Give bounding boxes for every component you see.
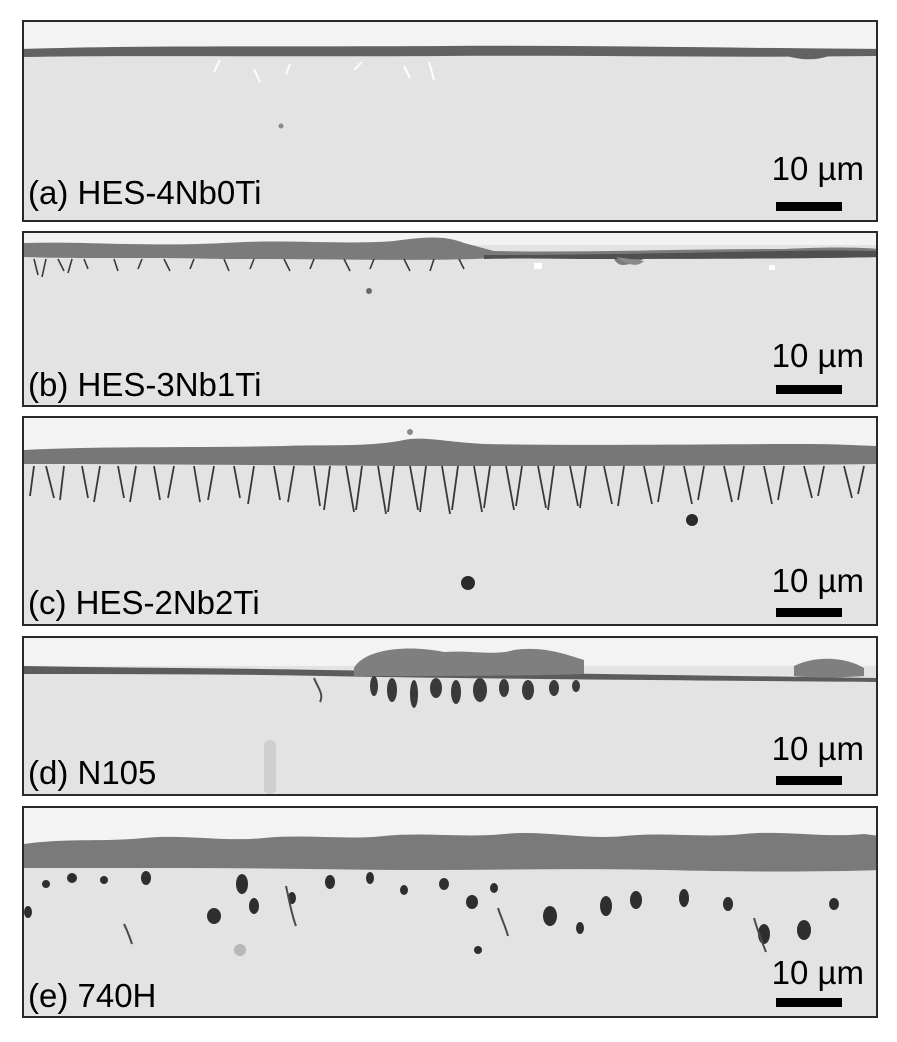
micrograph-panel-e: (e) 740H 10 µm — [22, 806, 878, 1018]
scale-bar-label-b: 10 µm — [771, 337, 864, 374]
scale-bar-label-c: 10 µm — [771, 562, 864, 599]
micrograph-image-b — [24, 233, 876, 294]
micrograph-panel-a: (a) HES-4Nb0Ti 10 µm — [22, 20, 878, 222]
micrograph-image-e — [24, 808, 876, 956]
panel-label-b: (b) HES-3Nb1Ti — [28, 366, 262, 403]
scale-bar-b — [776, 385, 842, 394]
panel-label-e: (e) 740H — [28, 977, 157, 1014]
scale-bar-a — [776, 202, 842, 211]
scale-bar-label-e: 10 µm — [771, 954, 864, 991]
micrograph-image-c — [24, 418, 876, 590]
scale-bar-e — [776, 998, 842, 1007]
micrograph-image-d — [24, 638, 876, 794]
scale-bar-label-d: 10 µm — [771, 730, 864, 767]
panel-label-c: (c) HES-2Nb2Ti — [28, 584, 260, 621]
scale-bar-label-a: 10 µm — [771, 150, 864, 187]
micrograph-panel-b: (b) HES-3Nb1Ti 10 µm — [22, 231, 878, 407]
scale-bar-d — [776, 776, 842, 785]
micrograph-image-a — [24, 22, 876, 129]
panel-label-d: (d) N105 — [28, 754, 157, 791]
micrograph-panel-d: (d) N105 10 µm — [22, 636, 878, 796]
micrograph-panel-c: (c) HES-2Nb2Ti 10 µm — [22, 416, 878, 626]
scale-bar-c — [776, 608, 842, 617]
panel-label-a: (a) HES-4Nb0Ti — [28, 174, 262, 211]
